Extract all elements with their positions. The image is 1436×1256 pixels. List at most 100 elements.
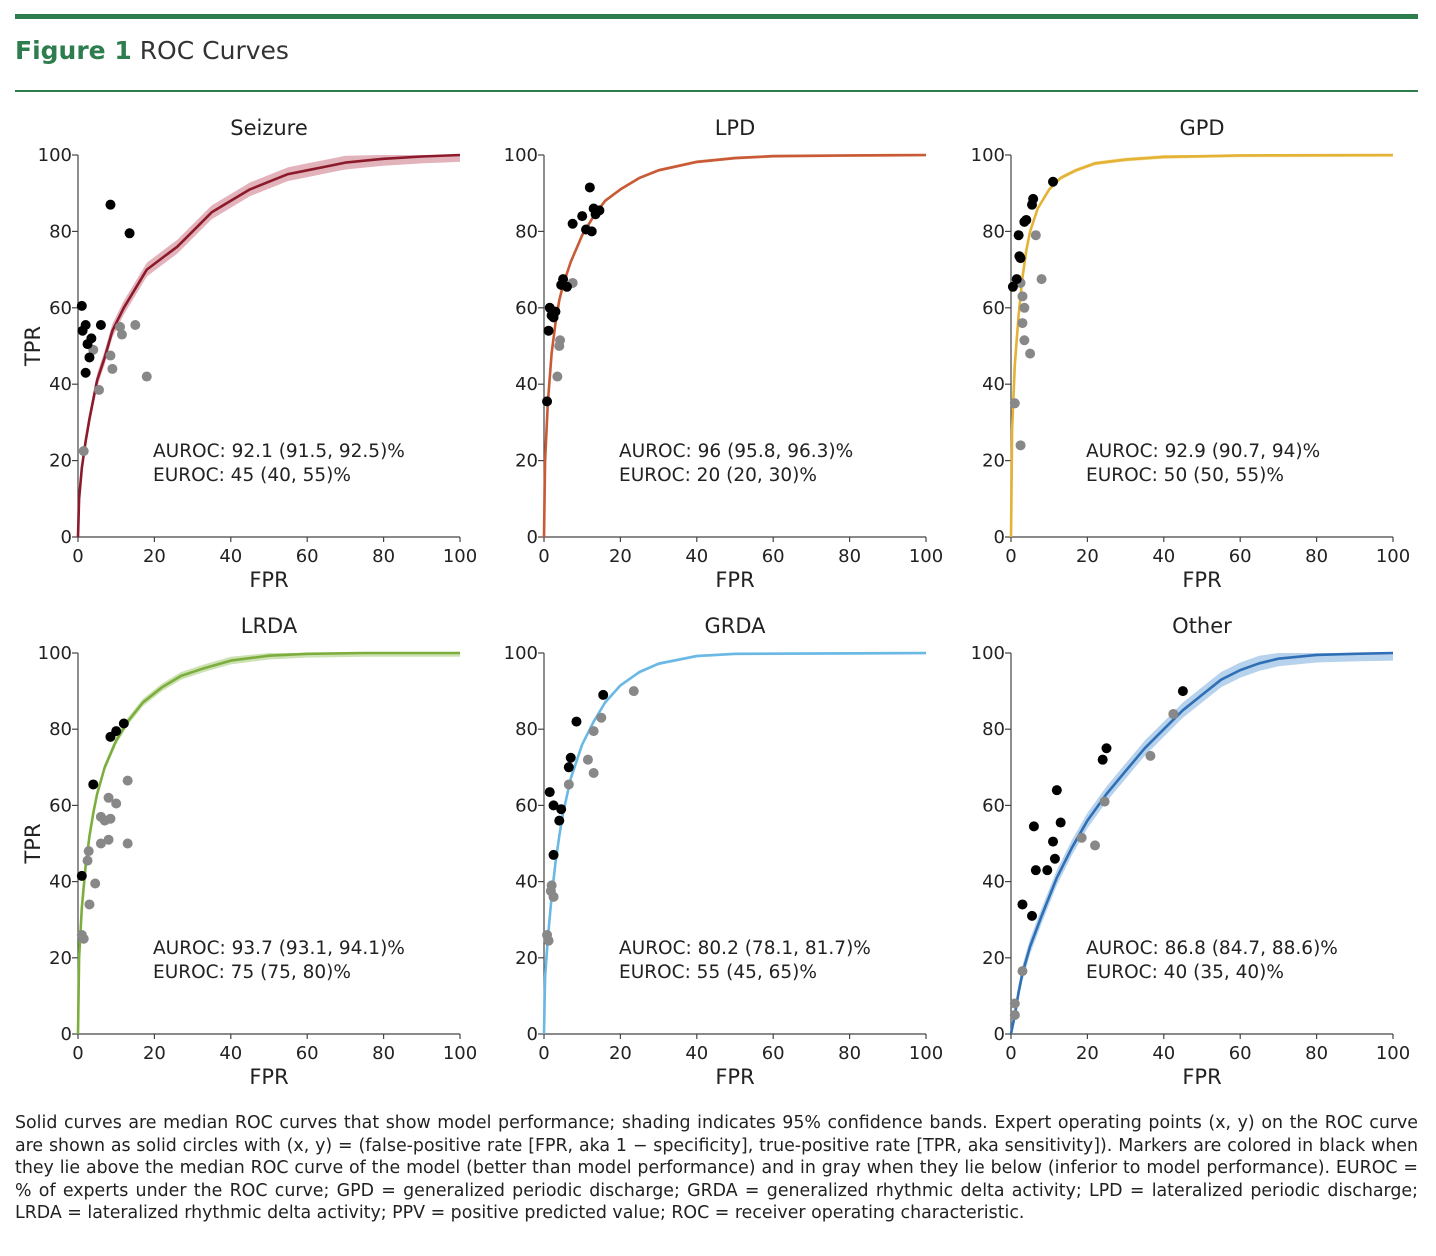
y-tick-label: 60 — [982, 795, 1005, 816]
panel-title: GPD — [1179, 116, 1224, 140]
y-tick-label: 100 — [38, 643, 72, 664]
expert-point-above — [1048, 176, 1059, 187]
x-tick-label: 0 — [538, 1043, 549, 1064]
expert-point-above — [571, 716, 582, 727]
y-tick-label: 100 — [504, 145, 538, 166]
y-tick-label: 100 — [971, 643, 1005, 664]
expert-point-below — [1025, 348, 1036, 359]
expert-point-below — [141, 371, 152, 382]
euroc-annotation: EUROC: 20 (20, 30)% — [619, 465, 817, 486]
x-tick-label: 80 — [838, 1043, 861, 1064]
euroc-annotation: EUROC: 55 (45, 65)% — [619, 962, 817, 983]
expert-point-above — [556, 804, 567, 815]
x-tick-label: 40 — [219, 546, 242, 567]
x-tick-label: 60 — [296, 546, 319, 567]
expert-point-below — [116, 329, 127, 340]
panel-gpd: GPD 0 20 40 60 80 100 0 20 40 60 80 100 FPR AUROC: 92.… — [971, 116, 1411, 592]
expert-point-above — [88, 779, 99, 790]
expert-point-below — [1090, 840, 1101, 851]
x-tick-label: 40 — [1152, 1043, 1175, 1064]
x-tick-label: 20 — [609, 1043, 632, 1064]
y-tick-label: 20 — [515, 451, 538, 472]
y-tick-label: 40 — [982, 374, 1005, 395]
expert-point-below — [1168, 708, 1179, 719]
y-axis-label: TPR — [21, 823, 45, 864]
expert-point-below — [588, 768, 599, 779]
expert-point-above — [594, 205, 605, 216]
auroc-annotation: AUROC: 92.9 (90.7, 94)% — [1086, 441, 1320, 462]
expert-point-above — [1101, 743, 1112, 754]
expert-point-above — [1042, 865, 1053, 876]
expert-point-above — [561, 281, 572, 292]
x-tick-label: 20 — [1076, 1043, 1099, 1064]
y-tick-label: 60 — [982, 298, 1005, 319]
expert-point-above — [1021, 214, 1032, 225]
euroc-annotation: EUROC: 50 (50, 55)% — [1086, 465, 1284, 486]
x-axis-label: FPR — [249, 1065, 288, 1089]
y-tick-label: 60 — [49, 795, 72, 816]
x-tick-label: 20 — [609, 546, 632, 567]
expert-point-above — [118, 718, 129, 729]
expert-point-above — [80, 367, 91, 378]
y-tick-label: 80 — [49, 221, 72, 242]
y-tick-label: 0 — [527, 527, 538, 548]
expert-point-above — [548, 800, 559, 811]
expert-point-below — [1009, 398, 1020, 409]
x-tick-label: 40 — [1152, 546, 1175, 567]
y-tick-label: 40 — [515, 374, 538, 395]
panel-title: Seizure — [230, 116, 308, 140]
expert-point-below — [115, 321, 126, 332]
expert-point-below — [1009, 998, 1020, 1009]
panel-grda: GRDA 0 20 40 60 80 100 0 20 40 60 80 100 FPR AUROC: 80… — [504, 614, 944, 1089]
expert-point-below — [1036, 274, 1047, 285]
y-tick-label: 60 — [515, 795, 538, 816]
x-tick-label: 100 — [443, 546, 477, 567]
expert-point-below — [548, 891, 559, 902]
x-tick-label: 80 — [1305, 1043, 1328, 1064]
y-tick-label: 60 — [515, 298, 538, 319]
roc-curve — [1009, 153, 1394, 538]
x-tick-label: 0 — [1005, 1043, 1016, 1064]
figure-title: Figure 1 ROC Curves — [15, 36, 289, 65]
expert-point-below — [78, 446, 89, 457]
x-tick-label: 80 — [1305, 546, 1328, 567]
y-tick-label: 60 — [49, 298, 72, 319]
y-axis-label: TPR — [21, 326, 45, 367]
expert-point-below — [103, 792, 114, 803]
x-tick-label: 60 — [296, 1043, 319, 1064]
expert-point-below — [122, 775, 133, 786]
euroc-annotation: EUROC: 45 (40, 55)% — [153, 465, 351, 486]
roc-curve — [76, 153, 461, 538]
expert-point-above — [554, 815, 565, 826]
expert-point-below — [105, 350, 116, 361]
x-axis-label: FPR — [715, 568, 754, 592]
expert-point-above — [558, 274, 569, 285]
figure-label: Figure 1 — [15, 36, 132, 65]
expert-point-below — [82, 855, 93, 866]
x-axis-label: FPR — [249, 568, 288, 592]
x-tick-label: 100 — [909, 546, 943, 567]
expert-point-above — [567, 218, 578, 229]
y-tick-label: 80 — [982, 221, 1005, 242]
auroc-annotation: AUROC: 86.8 (84.7, 88.6)% — [1086, 938, 1338, 959]
expert-point-below — [78, 933, 89, 944]
expert-point-above — [586, 226, 597, 237]
x-tick-label: 80 — [838, 546, 861, 567]
expert-point-below — [1009, 1009, 1020, 1020]
figure-caption: Solid curves are median ROC curves that … — [15, 1113, 1418, 1224]
y-tick-label: 0 — [527, 1024, 538, 1045]
expert-point-below — [107, 363, 118, 374]
expert-point-above — [80, 319, 91, 330]
roc-curve — [542, 651, 927, 1035]
expert-point-above — [544, 787, 555, 798]
expert-point-below — [122, 838, 133, 849]
expert-point-above — [584, 182, 595, 193]
x-tick-label: 20 — [143, 1043, 166, 1064]
expert-point-above — [105, 199, 116, 210]
expert-point-below — [84, 899, 95, 910]
x-tick-label: 40 — [219, 1043, 242, 1064]
expert-point-above — [76, 870, 87, 881]
x-tick-label: 0 — [72, 546, 83, 567]
y-tick-label: 0 — [61, 1024, 72, 1045]
roc-chart-grid: Seizure 0 20 40 60 80 100 0 20 40 60 80 100 FPR TPR AUR… — [21, 116, 1411, 1089]
